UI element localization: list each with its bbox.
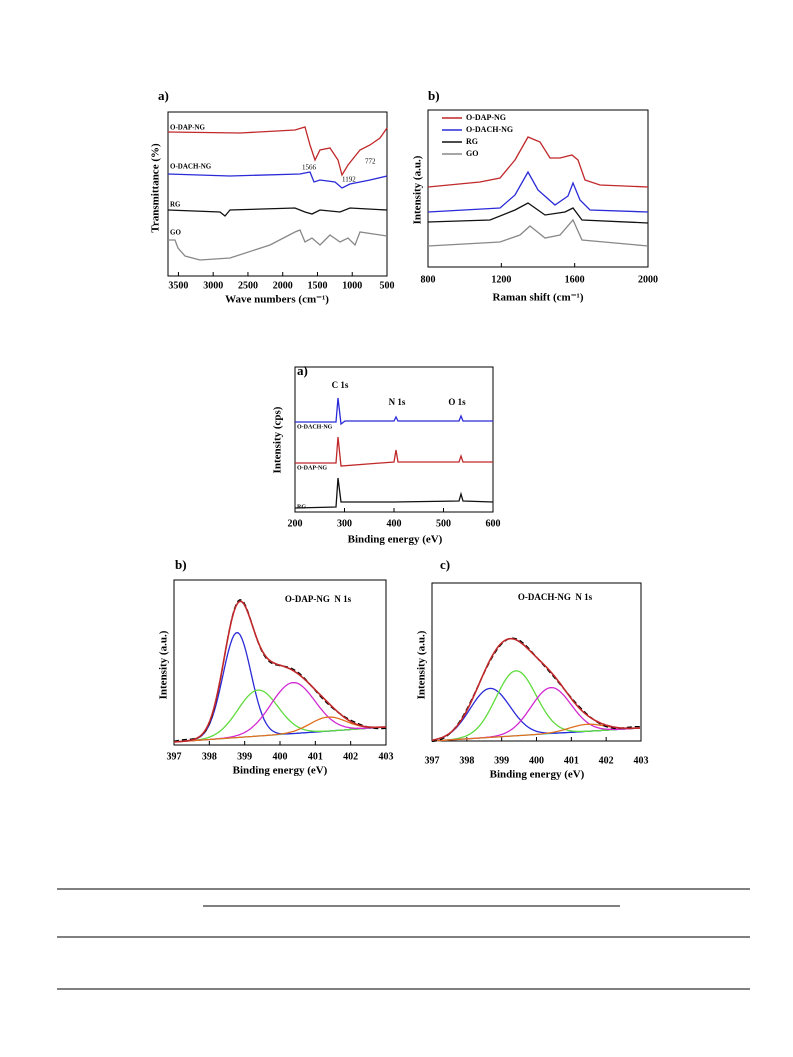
x-tick-label: 399	[494, 755, 509, 766]
fit-envelope	[173, 600, 387, 743]
series-label: O-DACH-NG	[297, 424, 333, 430]
spectrum	[168, 229, 388, 261]
x-tick-label: 3000	[203, 280, 223, 291]
plot-frame	[294, 366, 494, 513]
spectrum	[167, 207, 388, 217]
x-axis-label: Binding energy (eV)	[348, 534, 443, 546]
x-tick-label: 402	[599, 755, 614, 766]
series-label: GO	[170, 229, 181, 237]
x-tick-label: 200	[288, 518, 303, 529]
x-tick-label: 1000	[342, 280, 362, 291]
legend-label: O-DAP-NG	[466, 113, 506, 122]
x-tick-label: 1200	[491, 274, 511, 285]
annotation: 1192	[342, 176, 356, 184]
x-tick-label: 400	[387, 518, 402, 529]
x-tick-label: 398	[459, 755, 474, 766]
y-axis-label: Intensity (a.u.)	[412, 155, 424, 224]
x-tick-label: 403	[379, 751, 394, 762]
fit-component	[173, 716, 387, 743]
x-axis-label: Wave numbers (cm⁻¹)	[225, 294, 329, 306]
x-tick-label: 800	[421, 274, 436, 285]
y-axis-label: Transmittance (%)	[150, 143, 162, 233]
peak-label: C 1s	[332, 380, 349, 390]
panel-label: a)	[297, 363, 308, 378]
spectrum	[295, 397, 493, 426]
series-label: O-DAP-NG	[170, 124, 206, 132]
spectrum	[167, 126, 388, 177]
series-label: RG	[170, 201, 181, 209]
x-tick-label: 397	[167, 751, 182, 762]
x-tick-label: 398	[202, 751, 217, 762]
x-axis-label: Raman shift (cm⁻¹)	[493, 292, 584, 304]
plot-frame	[173, 579, 387, 746]
peak-label: N 1s	[389, 397, 406, 407]
x-axis-label: Binding energy (eV)	[233, 765, 328, 777]
x-tick-label: 402	[343, 751, 358, 762]
legend-label: RG	[466, 137, 478, 146]
spectrum	[295, 436, 493, 467]
spectrum	[167, 171, 388, 189]
x-tick-label: 397	[425, 755, 440, 766]
spectrum	[294, 477, 494, 509]
series-label: O-DACH-NG	[170, 163, 212, 171]
x-tick-label: 399	[237, 751, 252, 762]
x-tick-label: 2500	[238, 280, 258, 291]
x-tick-label: 400	[273, 751, 288, 762]
panel-label: b)	[428, 88, 440, 103]
annotation: 772	[365, 158, 376, 166]
panel-title: O-DACH-NG N 1s	[518, 592, 593, 602]
x-tick-label: 400	[529, 755, 544, 766]
panel-label: c)	[440, 557, 450, 572]
peak-label: O 1s	[448, 397, 466, 407]
fit-envelope	[431, 637, 641, 742]
x-tick-label: 401	[308, 751, 323, 762]
raw-spectrum	[173, 598, 387, 742]
x-tick-label: 300	[337, 518, 352, 529]
y-axis-label: Intensity (a.u.)	[158, 630, 170, 699]
y-axis-label: Intensity (a.u.)	[416, 630, 428, 699]
fit-component	[173, 689, 387, 743]
spectrum	[427, 170, 649, 213]
x-tick-label: 403	[634, 755, 649, 766]
legend-label: O-DACH-NG	[466, 125, 513, 134]
y-axis-label: Intensity (cps)	[272, 406, 284, 473]
fit-component	[431, 670, 641, 742]
legend-label: GO	[466, 149, 478, 158]
plot-frame	[167, 111, 388, 277]
spectrum	[427, 136, 649, 188]
panel-label: a)	[158, 88, 169, 103]
x-tick-label: 500	[436, 518, 451, 529]
series-label: O-DAP-NG	[297, 465, 327, 471]
spectrum	[427, 202, 649, 224]
spectrum	[427, 218, 649, 247]
x-axis-label: Binding energy (eV)	[490, 769, 585, 781]
x-tick-label: 401	[564, 755, 579, 766]
x-tick-label: 1500	[307, 280, 327, 291]
x-tick-label: 2000	[638, 274, 658, 285]
x-tick-label: 1600	[565, 274, 585, 285]
x-tick-label: 600	[486, 518, 501, 529]
fit-component	[173, 632, 387, 743]
plot-frame	[427, 109, 649, 268]
x-tick-label: 500	[380, 280, 395, 291]
panel-label: b)	[175, 557, 187, 572]
panel-title: O-DAP-NG N 1s	[285, 594, 352, 604]
x-tick-label: 3500	[168, 280, 188, 291]
x-tick-label: 2000	[273, 280, 293, 291]
annotation: 1566	[302, 164, 317, 172]
